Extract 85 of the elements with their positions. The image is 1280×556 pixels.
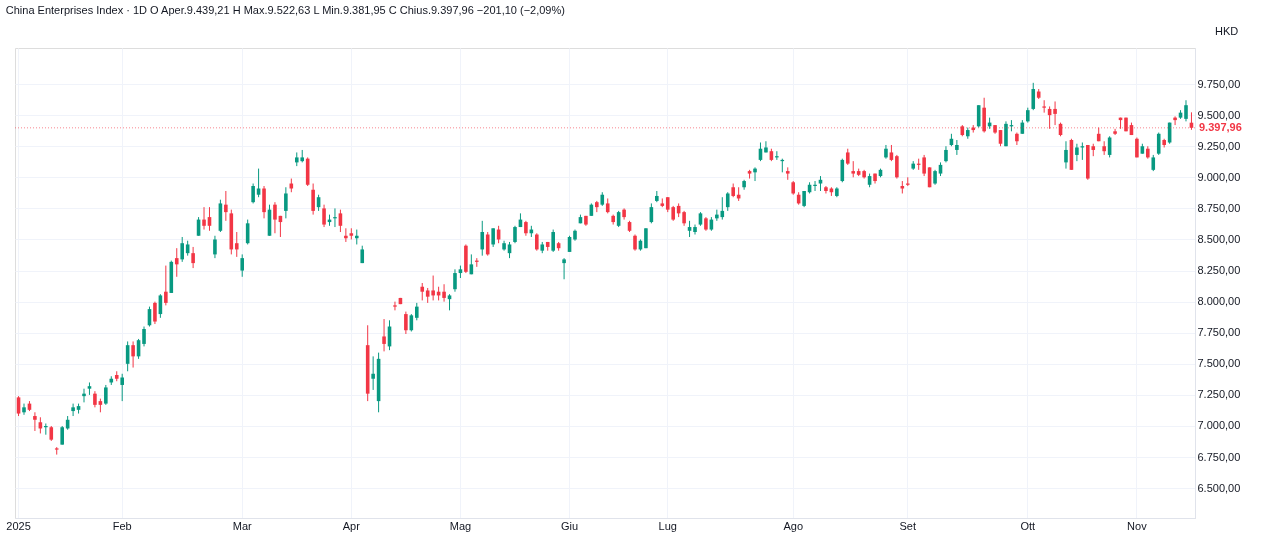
candlestick <box>922 154 926 177</box>
candlestick <box>333 207 337 228</box>
candlestick <box>180 236 185 263</box>
chart-title: China Enterprises Index · 1D O Aper.9.439,21 H Max.9.522,63 L Min.9.381,95 C Chius.9.397,96 −201,10 (−2,09%) <box>5 4 565 16</box>
candlestick <box>104 384 108 406</box>
candlestick <box>1075 143 1079 162</box>
candlestick <box>813 180 817 192</box>
candlestick <box>1004 120 1008 147</box>
candlestick <box>153 301 157 325</box>
candlestick <box>480 220 485 257</box>
x-tick-label: Ago <box>783 519 803 532</box>
x-tick-label: Feb <box>112 519 132 532</box>
candlestick <box>453 268 457 293</box>
candlestick <box>622 207 626 221</box>
candlestick <box>725 191 730 212</box>
y-tick-label: 8.000,00 <box>1197 295 1241 308</box>
candlestick <box>764 140 768 153</box>
candlestick <box>1156 132 1161 156</box>
x-tick-label: Mar <box>232 519 253 532</box>
candlestick <box>1064 140 1068 170</box>
candlestick <box>404 311 408 335</box>
candlestick <box>273 201 277 234</box>
candlestick <box>382 318 386 352</box>
text: HKD <box>1215 25 1239 37</box>
candlestick <box>164 265 168 306</box>
candlestick <box>1042 99 1046 114</box>
candlestick <box>562 257 566 280</box>
x-tick-label: Set <box>899 519 917 532</box>
x-tick-label: Ott <box>1020 519 1036 532</box>
candlestick <box>191 246 195 269</box>
x-tick-label: Nov <box>1127 519 1148 532</box>
ref-line-label: 9.397,96 <box>1199 120 1242 133</box>
y-tick-label: 9.250,00 <box>1197 139 1241 152</box>
candlestick <box>551 229 555 253</box>
y-tick-label: 7.000,00 <box>1197 419 1241 432</box>
candlestick <box>120 373 124 402</box>
y-tick-label: 8.250,00 <box>1197 264 1241 277</box>
y-tick-label: 9.750,00 <box>1197 77 1241 90</box>
candlestick <box>240 253 245 278</box>
candlestick <box>955 139 959 156</box>
candlestick <box>251 183 255 204</box>
candlestick <box>22 403 26 416</box>
candlestick <box>431 275 435 301</box>
candlestick <box>982 97 986 134</box>
candlestick <box>142 326 146 347</box>
candlestick <box>485 231 490 257</box>
y-tick-label: 9.500,00 <box>1197 108 1241 121</box>
y-tick-label: 8.750,00 <box>1197 201 1241 214</box>
candlestick <box>693 224 697 236</box>
candlestick <box>71 403 75 417</box>
candlestick <box>1053 100 1057 126</box>
candlestick <box>371 355 375 391</box>
y-tick-label: 6.500,00 <box>1197 481 1241 494</box>
x-tick-label: Lug <box>658 519 677 532</box>
candlestick <box>284 186 288 219</box>
candlestick <box>491 227 495 248</box>
y-tick-label: 7.500,00 <box>1197 357 1241 370</box>
y-tick-label: 9.000,00 <box>1197 170 1241 183</box>
y-tick-label: 7.750,00 <box>1197 326 1241 339</box>
candlestick <box>311 183 315 216</box>
candlestick <box>224 190 228 222</box>
candlestick <box>1184 99 1188 122</box>
candlestick <box>213 235 217 259</box>
candlestick <box>33 411 37 432</box>
candlestick <box>60 425 64 446</box>
x-tick-label: 2025 <box>6 519 31 532</box>
y-tick-label: 6.750,00 <box>1197 450 1241 463</box>
candlestick <box>262 185 266 219</box>
candlestick <box>234 231 239 258</box>
candlestick <box>44 423 48 436</box>
candlestick <box>393 301 397 311</box>
candlestick <box>174 247 179 278</box>
candlestick <box>202 206 206 231</box>
x-tick-label: Giu <box>560 519 579 532</box>
candlestick <box>131 340 135 369</box>
candlestick <box>1113 128 1117 136</box>
y-tick-label: 8.500,00 <box>1197 232 1241 245</box>
x-tick-label: Mag <box>449 519 472 532</box>
candlestick <box>1031 82 1036 111</box>
candlestick <box>753 166 757 182</box>
x-tick-label: Apr <box>342 519 361 532</box>
candlestick <box>322 204 326 228</box>
candlestick <box>895 154 899 180</box>
candlestick <box>442 283 446 303</box>
y-tick-label: 7.250,00 <box>1197 388 1241 401</box>
